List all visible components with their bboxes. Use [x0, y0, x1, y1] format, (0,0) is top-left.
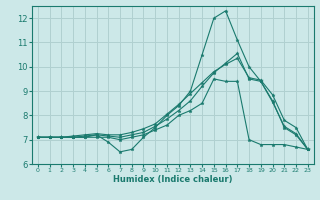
- X-axis label: Humidex (Indice chaleur): Humidex (Indice chaleur): [113, 175, 233, 184]
